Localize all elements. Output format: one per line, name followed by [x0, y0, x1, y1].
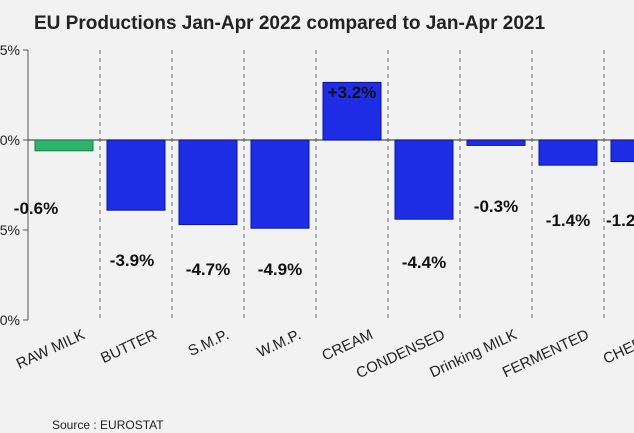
value-label: -4.7% — [186, 260, 230, 279]
value-label: -3.9% — [110, 251, 154, 270]
value-label: -4.9% — [258, 260, 302, 279]
bar-cheese — [610, 139, 634, 163]
category-label: CREAM — [319, 326, 375, 364]
bar-w-m-p- — [250, 139, 310, 229]
category-label: S.M.P. — [185, 326, 231, 360]
category-label: BUTTER — [98, 326, 160, 367]
category-label: RAW MILK — [14, 326, 88, 373]
y-tick-labels: 5% 0% -5% -10% — [0, 42, 20, 328]
bars — [34, 81, 634, 229]
value-label: -0.3% — [474, 197, 518, 216]
source-note: Source : EUROSTAT — [52, 418, 164, 432]
category-label: CHEESE — [601, 326, 634, 367]
value-label: -1.4% — [546, 211, 590, 230]
bar-cream — [322, 81, 382, 141]
y-tick-label: -10% — [0, 312, 20, 328]
bar-condensed — [394, 139, 454, 220]
category-label: W.M.P. — [254, 326, 303, 361]
value-label: -1.2% — [606, 211, 634, 230]
bar-s-m-p- — [178, 139, 238, 226]
bar-drinking-milk — [466, 139, 526, 146]
value-label: -0.6% — [14, 199, 58, 218]
y-tick-label: 5% — [0, 42, 20, 58]
value-labels: -0.6% -3.9% -4.7% -4.9% +3.2% -4.4% -0.3% -1.4%… — [14, 83, 634, 279]
y-tick-label: -5% — [0, 222, 20, 238]
bar-fermented — [538, 139, 598, 166]
grid-lines — [99, 50, 605, 320]
category-labels: RAW MILK BUTTER S.M.P. W.M.P. CREAMCONDENSED… — [14, 326, 634, 382]
bar-butter — [106, 139, 166, 211]
y-tick-label: 0% — [0, 132, 20, 148]
value-label: +3.2% — [328, 83, 377, 102]
bar-raw-milk — [34, 139, 94, 152]
chart-title: EU Productions Jan-Apr 2022 compared to … — [34, 13, 545, 34]
value-label: -4.4% — [402, 253, 446, 272]
